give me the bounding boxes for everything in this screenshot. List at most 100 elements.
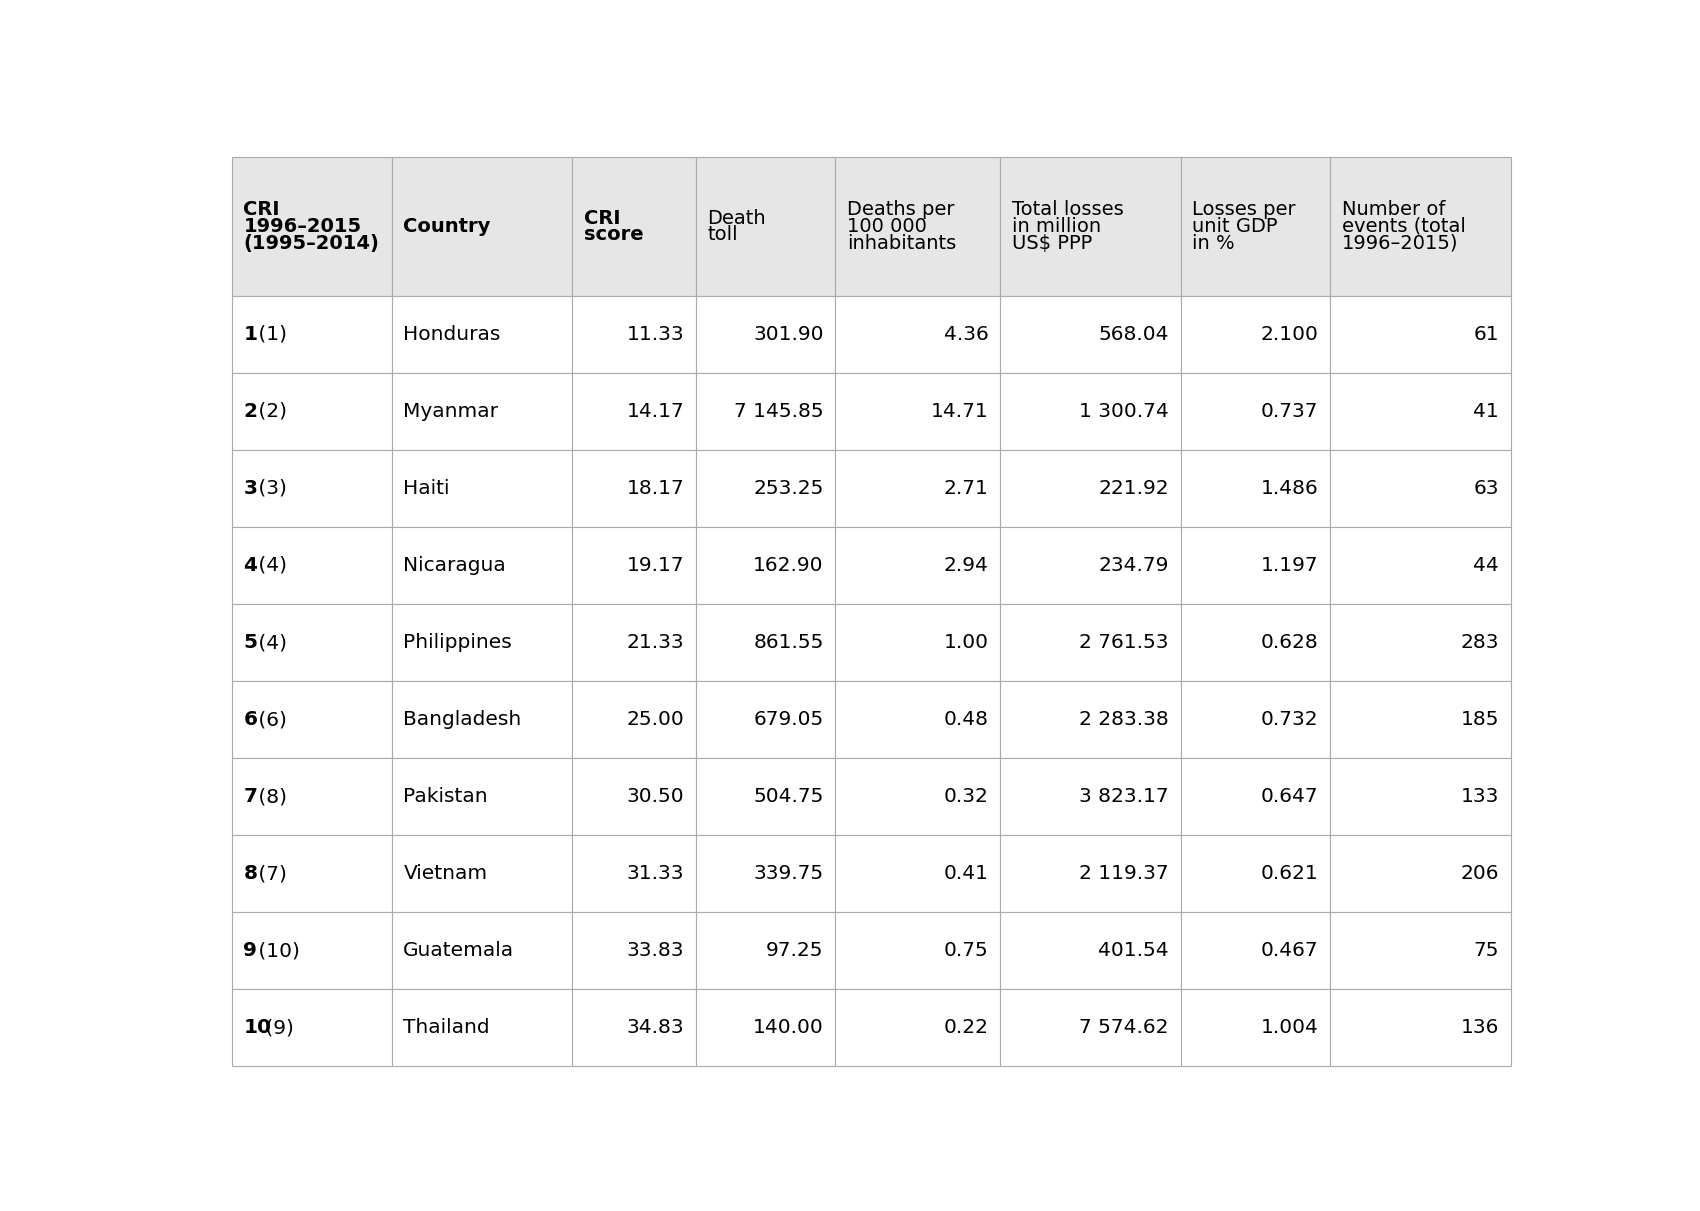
Text: 301.90: 301.90 <box>753 325 823 344</box>
Bar <box>695 758 835 836</box>
Bar <box>1180 450 1329 527</box>
Bar <box>231 527 391 604</box>
Text: Nicaragua: Nicaragua <box>403 556 507 575</box>
Text: 1.00: 1.00 <box>944 633 988 652</box>
Text: 75: 75 <box>1474 941 1499 960</box>
Text: 2 119.37: 2 119.37 <box>1080 865 1170 883</box>
Text: Honduras: Honduras <box>403 325 502 344</box>
Bar <box>391 912 573 989</box>
Text: 133: 133 <box>1460 787 1499 807</box>
Bar <box>573 295 695 373</box>
Bar <box>1000 527 1180 604</box>
Text: in million: in million <box>1012 217 1102 236</box>
Text: 8: 8 <box>243 865 257 883</box>
Bar <box>1329 157 1511 295</box>
Text: 1: 1 <box>243 325 257 344</box>
Bar <box>695 373 835 450</box>
Bar <box>391 758 573 836</box>
Text: 2 761.53: 2 761.53 <box>1080 633 1170 652</box>
Text: 6: 6 <box>243 710 257 729</box>
Text: 2.71: 2.71 <box>944 480 988 498</box>
Text: 1.004: 1.004 <box>1261 1018 1319 1037</box>
Text: (10): (10) <box>252 941 299 960</box>
Text: 2.94: 2.94 <box>944 556 988 575</box>
Bar <box>573 373 695 450</box>
Bar <box>1180 758 1329 836</box>
Text: 25.00: 25.00 <box>627 710 685 729</box>
Text: CRI: CRI <box>243 200 280 219</box>
Text: 2.100: 2.100 <box>1261 325 1319 344</box>
Text: 1 300.74: 1 300.74 <box>1080 402 1170 421</box>
Text: Death: Death <box>707 208 767 228</box>
Text: 7 145.85: 7 145.85 <box>734 402 823 421</box>
Bar <box>1000 681 1180 758</box>
Text: 0.75: 0.75 <box>944 941 988 960</box>
Bar <box>1329 912 1511 989</box>
Text: 34.83: 34.83 <box>627 1018 685 1037</box>
Text: Vietnam: Vietnam <box>403 865 488 883</box>
Bar <box>835 836 1000 912</box>
Bar <box>1180 681 1329 758</box>
Text: 18.17: 18.17 <box>627 480 685 498</box>
Bar <box>391 295 573 373</box>
Text: 11.33: 11.33 <box>627 325 685 344</box>
Text: 568.04: 568.04 <box>1098 325 1170 344</box>
Text: 339.75: 339.75 <box>753 865 823 883</box>
Text: Guatemala: Guatemala <box>403 941 515 960</box>
Text: 100 000: 100 000 <box>847 217 927 236</box>
Text: 0.737: 0.737 <box>1261 402 1319 421</box>
Bar <box>1329 373 1511 450</box>
Text: 10: 10 <box>243 1018 272 1037</box>
Text: 5: 5 <box>243 633 257 652</box>
Bar <box>1000 836 1180 912</box>
Text: Country: Country <box>403 217 491 236</box>
Bar <box>1329 758 1511 836</box>
Text: 234.79: 234.79 <box>1098 556 1170 575</box>
Bar <box>231 157 391 295</box>
Bar <box>231 373 391 450</box>
Bar <box>695 295 835 373</box>
Bar <box>231 912 391 989</box>
Text: (7): (7) <box>252 865 287 883</box>
Text: 4.36: 4.36 <box>944 325 988 344</box>
Text: (4): (4) <box>252 556 287 575</box>
Text: 97.25: 97.25 <box>767 941 823 960</box>
Text: score: score <box>583 225 643 245</box>
Bar <box>391 836 573 912</box>
Text: 2: 2 <box>243 402 257 421</box>
Text: unit GDP: unit GDP <box>1192 217 1278 236</box>
Text: (9): (9) <box>258 1018 294 1037</box>
Text: 0.32: 0.32 <box>944 787 988 807</box>
Bar <box>1329 604 1511 681</box>
Text: 41: 41 <box>1474 402 1499 421</box>
Bar <box>1329 836 1511 912</box>
Bar <box>835 373 1000 450</box>
Text: 4: 4 <box>243 556 257 575</box>
Text: (8): (8) <box>252 787 287 807</box>
Text: 19.17: 19.17 <box>627 556 685 575</box>
Text: 140.00: 140.00 <box>753 1018 823 1037</box>
Text: 185: 185 <box>1460 710 1499 729</box>
Bar <box>1000 604 1180 681</box>
Bar <box>231 604 391 681</box>
Text: 162.90: 162.90 <box>753 556 823 575</box>
Bar <box>573 836 695 912</box>
Text: 0.621: 0.621 <box>1261 865 1319 883</box>
Bar <box>1329 450 1511 527</box>
Bar <box>1180 157 1329 295</box>
Text: 504.75: 504.75 <box>753 787 823 807</box>
Text: Bangladesh: Bangladesh <box>403 710 522 729</box>
Bar <box>695 450 835 527</box>
Text: 30.50: 30.50 <box>627 787 685 807</box>
Text: 0.647: 0.647 <box>1261 787 1319 807</box>
Bar <box>835 912 1000 989</box>
Bar <box>231 836 391 912</box>
Bar <box>573 450 695 527</box>
Bar <box>695 836 835 912</box>
Text: 0.22: 0.22 <box>944 1018 988 1037</box>
Bar <box>1329 527 1511 604</box>
Text: 401.54: 401.54 <box>1098 941 1170 960</box>
Bar <box>1000 989 1180 1066</box>
Text: 21.33: 21.33 <box>627 633 685 652</box>
Text: Philippines: Philippines <box>403 633 512 652</box>
